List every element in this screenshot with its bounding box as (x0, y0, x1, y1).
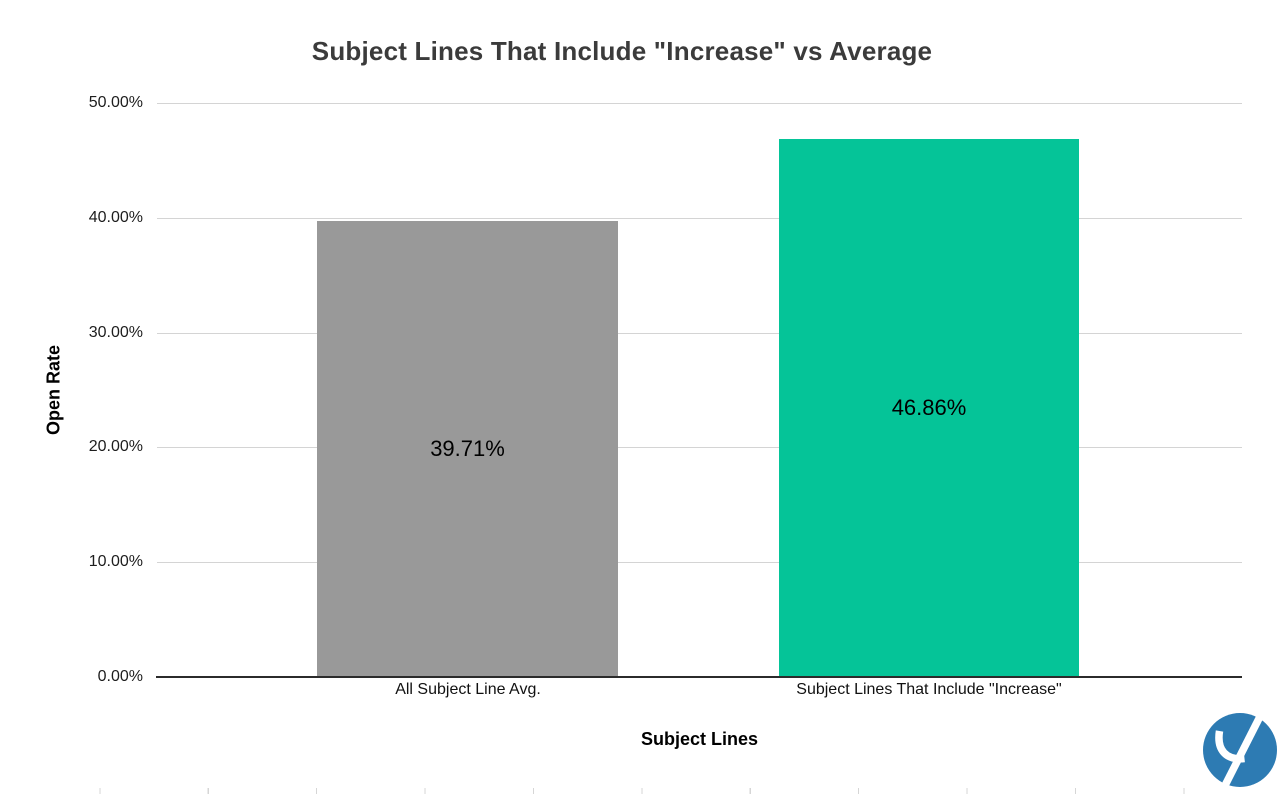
gridline-10pct (157, 562, 1242, 564)
x-category-label: Subject Lines That Include "Increase" (796, 681, 1062, 698)
x-category-label: All Subject Line Avg. (395, 681, 541, 698)
chart-title: Subject Lines That Include "Increase" vs… (311, 36, 933, 66)
bottom-tick-marks (0, 788, 1280, 794)
y-tick-label: 50.00% (88, 94, 143, 111)
y-logo-icon (1202, 712, 1278, 788)
y-tick-label: 30.00% (88, 323, 143, 341)
bar-all-subject-line-avg: 39.71% (317, 221, 618, 677)
bar-value-label: 46.86% (891, 395, 967, 421)
y-logo-svg (1203, 713, 1277, 787)
bar-value-label: 39.71% (430, 436, 505, 462)
x-axis-baseline (156, 676, 1242, 678)
gridline-20pct (157, 447, 1242, 449)
y-axis-title: Open Rate (43, 344, 64, 436)
plot-area: 39.71% 46.86% (156, 103, 1242, 678)
gridline-40pct (157, 217, 1242, 219)
y-tick-label: 10.00% (88, 553, 143, 571)
y-tick-label: 0.00% (97, 668, 143, 685)
gridline-30pct (157, 332, 1242, 334)
y-axis-tick-labels: 50.00% 40.00% 30.00% 20.00% 10.00% 0.00% (0, 94, 143, 685)
y-tick-label: 20.00% (88, 438, 143, 456)
bar-subject-lines-include-increase: 46.86% (779, 139, 1079, 677)
y-tick-label: 40.00% (88, 208, 143, 226)
x-axis-title: Subject Lines (640, 729, 759, 749)
gridline-50pct (157, 103, 1242, 104)
